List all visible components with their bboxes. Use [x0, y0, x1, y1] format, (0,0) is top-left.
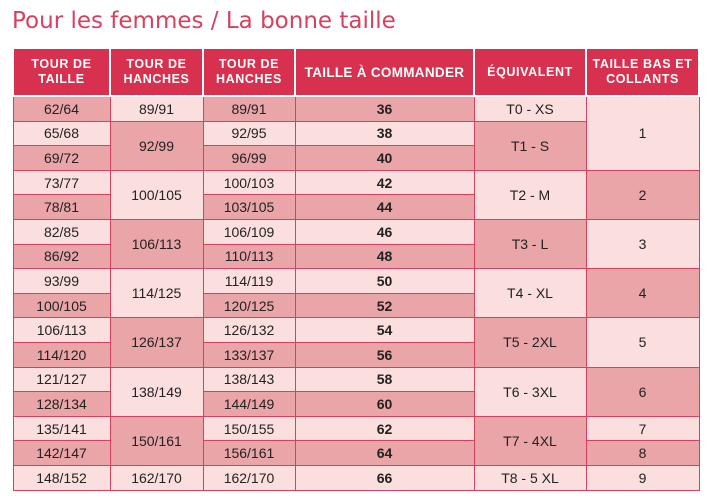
cell-tour-de-hanches: 114/119	[202, 268, 296, 294]
cell-tour-de-hanches: 162/170	[202, 464, 296, 491]
cell-taille-bas-collants: 4	[585, 268, 700, 319]
cell-taille-a-commander: 38	[294, 120, 475, 147]
cell-taille-a-commander: 36	[294, 95, 475, 122]
cell-tour-de-hanches: 133/137	[202, 341, 296, 368]
page-title: Pour les femmes / La bonne taille	[12, 8, 396, 34]
cell-tour-de-taille: 93/99	[12, 268, 111, 294]
cell-tour-de-hanches-range: 126/137	[109, 317, 204, 368]
table-row: 73/77 100/105 100/103 42 T2 - M 2	[12, 169, 700, 220]
cell-tour-de-hanches-range: 100/105	[109, 169, 204, 220]
cell-tour-de-hanches-range: 114/125	[109, 268, 204, 319]
cell-tour-de-taille: 128/134	[12, 391, 111, 417]
cell-taille-a-commander: 58	[294, 366, 475, 393]
cell-taille-a-commander: 54	[294, 317, 475, 343]
cell-taille-a-commander: 44	[294, 194, 475, 220]
table-row: 142/147 156/161 64 8	[12, 440, 700, 466]
cell-taille-bas-collants: 6	[585, 366, 700, 417]
cell-equivalent: T6 - 3XL	[473, 366, 587, 417]
cell-tour-de-taille: 65/68	[12, 120, 111, 147]
cell-tour-de-taille: 78/81	[12, 194, 111, 220]
cell-tour-de-taille: 62/64	[12, 95, 111, 122]
table-row: 65/68 92/99 92/95 38 T1 - S	[12, 120, 699, 171]
cell-taille-a-commander: 52	[294, 292, 475, 319]
cell-tour-de-taille: 114/120	[12, 341, 111, 368]
cell-tour-de-taille: 148/152	[12, 464, 111, 491]
table-row: 114/120 133/137 56	[12, 341, 699, 368]
cell-tour-de-taille: 142/147	[12, 440, 111, 466]
cell-taille-bas-collants: 3	[585, 218, 700, 270]
table-row: 106/113 126/137 126/132 54 T5 - 2XL 5	[12, 317, 700, 368]
cell-tour-de-hanches: 92/95	[202, 120, 296, 147]
header-equivalent: ÉQUIVALENT	[473, 47, 587, 97]
cell-tour-de-taille: 100/105	[12, 292, 111, 319]
cell-tour-de-taille: 106/113	[12, 317, 111, 343]
cell-taille-bas-collants: 7	[585, 415, 700, 442]
cell-equivalent: T7 - 4XL	[473, 415, 587, 466]
cell-taille-bas-collants: 9	[585, 464, 700, 491]
cell-tour-de-hanches: 144/149	[202, 391, 296, 417]
cell-equivalent: T1 - S	[473, 120, 587, 171]
table-row: 93/99 114/125 114/119 50 T4 - XL 4	[12, 268, 700, 319]
cell-tour-de-hanches: 138/143	[202, 366, 296, 393]
cell-tour-de-hanches: 120/125	[202, 292, 296, 319]
cell-taille-bas-collants: 8	[585, 440, 700, 466]
size-table: TOUR DE TAILLE TOUR DE HANCHES TOUR DE H…	[12, 47, 700, 491]
table-row: 128/134 144/149 60	[12, 391, 699, 417]
cell-taille-a-commander: 60	[294, 391, 475, 417]
cell-taille-a-commander: 62	[294, 415, 475, 442]
cell-tour-de-hanches-range: 150/161	[109, 415, 204, 466]
cell-taille-a-commander: 56	[294, 341, 475, 368]
header-taille-bas-et-collants: TAILLE BAS ET COLLANTS	[585, 47, 700, 97]
cell-taille-a-commander: 40	[294, 145, 475, 171]
cell-tour-de-hanches: 96/99	[202, 145, 296, 171]
cell-tour-de-taille: 69/72	[12, 145, 111, 171]
cell-taille-bas-collants: 5	[585, 317, 700, 368]
table-row: 148/152 162/170 162/170 66 T8 - 5 XL 9	[12, 464, 700, 491]
cell-tour-de-hanches-range: 106/113	[109, 218, 204, 270]
cell-tour-de-taille: 135/141	[12, 415, 111, 442]
cell-tour-de-hanches: 106/109	[202, 218, 296, 245]
cell-taille-bas-collants: 1	[585, 95, 700, 171]
cell-equivalent: T0 - XS	[473, 95, 587, 122]
cell-tour-de-hanches-range: 92/99	[109, 120, 204, 171]
cell-tour-de-hanches-range: 162/170	[109, 464, 204, 491]
cell-tour-de-taille: 82/85	[12, 218, 111, 245]
header-taille-a-commander: TAILLE À COMMANDER	[294, 47, 475, 97]
cell-taille-a-commander: 50	[294, 268, 475, 294]
cell-taille-a-commander: 48	[294, 243, 475, 270]
cell-taille-a-commander: 66	[294, 464, 475, 491]
cell-tour-de-taille: 121/127	[12, 366, 111, 393]
cell-tour-de-hanches: 110/113	[202, 243, 296, 270]
cell-tour-de-hanches-range: 89/91	[109, 95, 204, 122]
cell-tour-de-hanches: 89/91	[202, 95, 296, 122]
cell-equivalent: T5 - 2XL	[473, 317, 587, 368]
cell-tour-de-hanches: 156/161	[202, 440, 296, 466]
table-row: 62/64 89/91 89/91 36 T0 - XS 1	[12, 95, 700, 171]
table-row: 78/81 103/105 44	[12, 194, 699, 220]
table-row: 69/72 96/99 40	[12, 145, 699, 171]
cell-taille-bas-collants: 2	[585, 169, 700, 220]
cell-equivalent: T3 - L	[473, 218, 587, 270]
cell-taille-a-commander: 46	[294, 218, 475, 245]
table-row: 135/141 150/161 150/155 62 T7 - 4XL 7	[12, 415, 700, 466]
cell-tour-de-taille: 86/92	[12, 243, 111, 270]
cell-taille-a-commander: 42	[294, 169, 475, 196]
cell-tour-de-hanches: 103/105	[202, 194, 296, 220]
cell-equivalent: T2 - M	[473, 169, 587, 220]
table-row: 82/85 106/113 106/109 46 T3 - L 3	[12, 218, 700, 270]
header-tour-de-hanches-1: TOUR DE HANCHES	[109, 47, 204, 97]
cell-tour-de-hanches: 126/132	[202, 317, 296, 343]
table-row: 86/92 110/113 48	[12, 243, 699, 270]
cell-tour-de-hanches: 150/155	[202, 415, 296, 442]
cell-tour-de-hanches: 100/103	[202, 169, 296, 196]
header-tour-de-taille: TOUR DE TAILLE	[12, 47, 111, 97]
cell-equivalent: T4 - XL	[473, 268, 587, 319]
table-row: 121/127 138/149 138/143 58 T6 - 3XL 6	[12, 366, 700, 417]
cell-tour-de-taille: 73/77	[12, 169, 111, 196]
header-row: TOUR DE TAILLE TOUR DE HANCHES TOUR DE H…	[12, 47, 700, 97]
cell-tour-de-hanches-range: 138/149	[109, 366, 204, 417]
cell-equivalent: T8 - 5 XL	[473, 464, 587, 491]
cell-taille-a-commander: 64	[294, 440, 475, 466]
header-tour-de-hanches-2: TOUR DE HANCHES	[202, 47, 296, 97]
